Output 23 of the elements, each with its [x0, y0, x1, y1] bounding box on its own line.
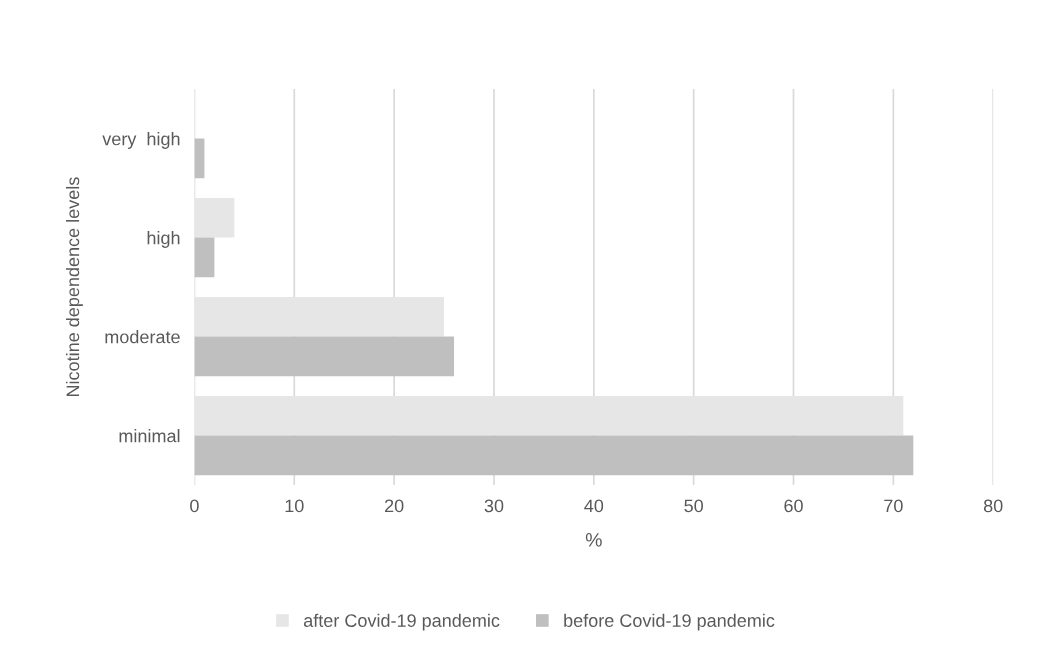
bar — [194, 198, 235, 238]
x-tick-label: 70 — [884, 499, 903, 513]
x-tick-label: 40 — [584, 499, 604, 513]
y-tick-label: high — [147, 231, 180, 248]
x-tick-label: 50 — [684, 499, 703, 513]
x-axis-title: % — [585, 533, 602, 547]
x-tick-label: 10 — [285, 499, 304, 513]
bar — [194, 336, 455, 377]
x-tick-label: 60 — [784, 499, 803, 513]
bar — [194, 435, 914, 476]
x-tick-label: 80 — [983, 499, 1003, 513]
legend-label: before Covid-19 pandemic — [564, 613, 775, 631]
x-tick-label: 0 — [190, 499, 199, 513]
y-axis-title: Nicotine dependence levels — [66, 177, 83, 397]
bar — [194, 237, 215, 278]
x-tick-label: 30 — [484, 499, 504, 513]
y-tick-label: very high — [102, 132, 180, 149]
y-tick-label: moderate — [105, 330, 180, 344]
bar — [194, 297, 445, 337]
legend-label: after Covid-19 pandemic — [303, 613, 500, 631]
bar — [194, 396, 904, 436]
x-tick-label: 20 — [384, 499, 404, 513]
y-tick-label: minimal — [119, 429, 180, 443]
